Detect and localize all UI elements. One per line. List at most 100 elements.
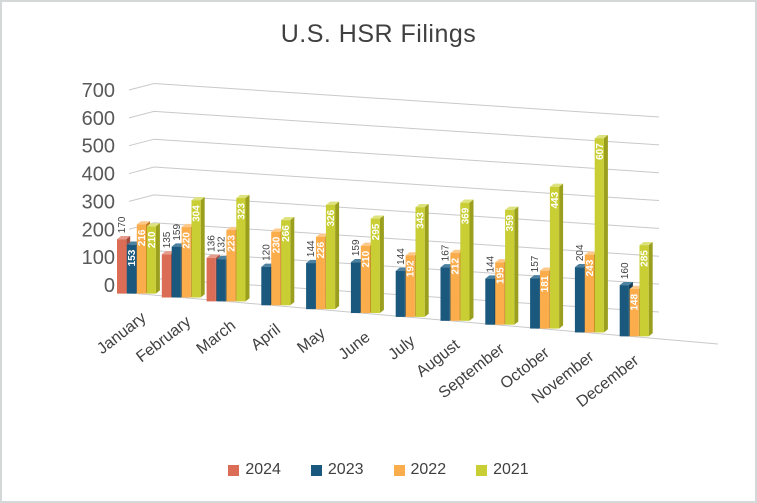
bar-2021-may[interactable]: 326 (325, 201, 340, 310)
bar-top-face (505, 206, 519, 210)
y-axis-tick-label: 0 (104, 275, 115, 297)
bar-side-face (603, 135, 608, 333)
legend-item-2023[interactable]: 2023 (310, 461, 364, 479)
bar-top-face (146, 223, 160, 227)
bar-side-face (290, 216, 295, 306)
bar-2021-december[interactable]: 285 (639, 241, 653, 337)
bar-2021-february[interactable]: 304 (191, 197, 205, 298)
data-label: 153 (127, 249, 138, 266)
category-label: July (385, 333, 418, 364)
bar-front-face (306, 263, 316, 310)
bar-front-face (370, 218, 380, 314)
data-label: 220 (182, 232, 193, 249)
chart-legend: 2024 2023 2022 2021 (2, 461, 755, 479)
bar-front-face (594, 138, 604, 333)
bar-2021-june[interactable]: 295 (370, 215, 384, 314)
bar-front-face (485, 278, 495, 325)
data-label: 136 (207, 235, 218, 252)
y-axis-tick-label: 200 (82, 219, 115, 241)
bar-2021-march[interactable]: 323 (236, 194, 250, 302)
bar-top-face (171, 243, 185, 247)
bar-top-face (370, 215, 384, 219)
bar-front-face (181, 227, 191, 298)
data-label: 144 (396, 248, 407, 265)
bar-front-face (405, 255, 415, 317)
bar-top-face (549, 183, 564, 187)
bar-2021-august[interactable]: 369 (460, 199, 474, 321)
bar-2021-november[interactable]: 607 (594, 135, 608, 333)
legend-swatch (310, 464, 322, 476)
legend-item-2024[interactable]: 2024 (228, 461, 281, 479)
bar-front-face (161, 254, 171, 298)
bar-side-face (559, 183, 564, 329)
data-label: 210 (361, 250, 372, 267)
bar-front-face (530, 278, 540, 329)
bar-top-face (117, 236, 131, 240)
legend-label: 2024 (245, 461, 281, 478)
bar-side-face (379, 215, 384, 314)
category-label: April (248, 321, 284, 354)
y-axis-tick-label: 300 (82, 191, 115, 213)
bar-top-face (206, 254, 220, 258)
data-label: 443 (550, 191, 561, 208)
bar-front-face (440, 267, 450, 321)
bar-front-face (415, 207, 425, 317)
data-label: 159 (351, 239, 362, 256)
bar-front-face (146, 226, 156, 294)
data-label: 223 (227, 235, 238, 252)
data-label: 144 (485, 255, 496, 272)
data-label: 285 (640, 250, 651, 267)
bar-2021-july[interactable]: 343 (415, 203, 429, 317)
data-label: 243 (585, 259, 596, 276)
bar-front-face (126, 244, 137, 294)
legend-item-2021[interactable]: 2021 (476, 461, 529, 479)
legend-swatch (476, 464, 488, 476)
bar-front-face (325, 204, 336, 310)
bar-side-face (335, 201, 340, 310)
bar-side-face (469, 199, 474, 321)
bar-front-face (281, 220, 291, 306)
data-label: 607 (595, 143, 606, 160)
data-label: 135 (162, 231, 173, 248)
bar-front-face (117, 239, 127, 294)
bar-front-face (236, 198, 246, 302)
bar-2021-april[interactable]: 266 (281, 216, 295, 306)
bar-front-face (191, 200, 201, 298)
gridline (128, 110, 660, 146)
category-label: June (336, 329, 374, 364)
data-label: 326 (326, 209, 337, 226)
data-label: 323 (236, 203, 247, 220)
bar-front-face (629, 288, 639, 337)
bar-front-face (584, 254, 594, 333)
bar-2021-january[interactable]: 210 (146, 223, 160, 294)
data-label: 195 (495, 267, 506, 284)
bar-top-face (136, 221, 150, 225)
bar-front-face (216, 259, 226, 302)
bar-side-face (424, 203, 429, 317)
bar-front-face (450, 252, 460, 321)
bar-top-face (191, 197, 205, 201)
bar-top-face (619, 281, 633, 286)
data-label: 204 (575, 244, 586, 261)
bar-top-face (415, 203, 429, 208)
y-axis-tick-label: 400 (82, 164, 115, 186)
bar-2021-october[interactable]: 443 (549, 183, 564, 329)
data-label: 160 (620, 262, 631, 279)
bar-2021-september[interactable]: 359 (505, 206, 519, 325)
bar-front-face (619, 285, 629, 337)
legend-item-2022[interactable]: 2022 (393, 461, 447, 479)
legend-label: 2022 (410, 461, 447, 478)
bar-top-face (594, 135, 608, 139)
gridline (128, 138, 660, 174)
gridline (128, 82, 660, 118)
bar-front-face (261, 266, 271, 306)
bar-front-face (171, 246, 181, 298)
bar-front-face (460, 202, 470, 321)
bar-front-face (360, 245, 370, 314)
bar-front-face (136, 224, 146, 294)
data-label: 170 (117, 216, 128, 233)
data-label: 120 (261, 244, 272, 261)
bar-top-face (325, 201, 340, 205)
data-label: 216 (137, 229, 148, 246)
